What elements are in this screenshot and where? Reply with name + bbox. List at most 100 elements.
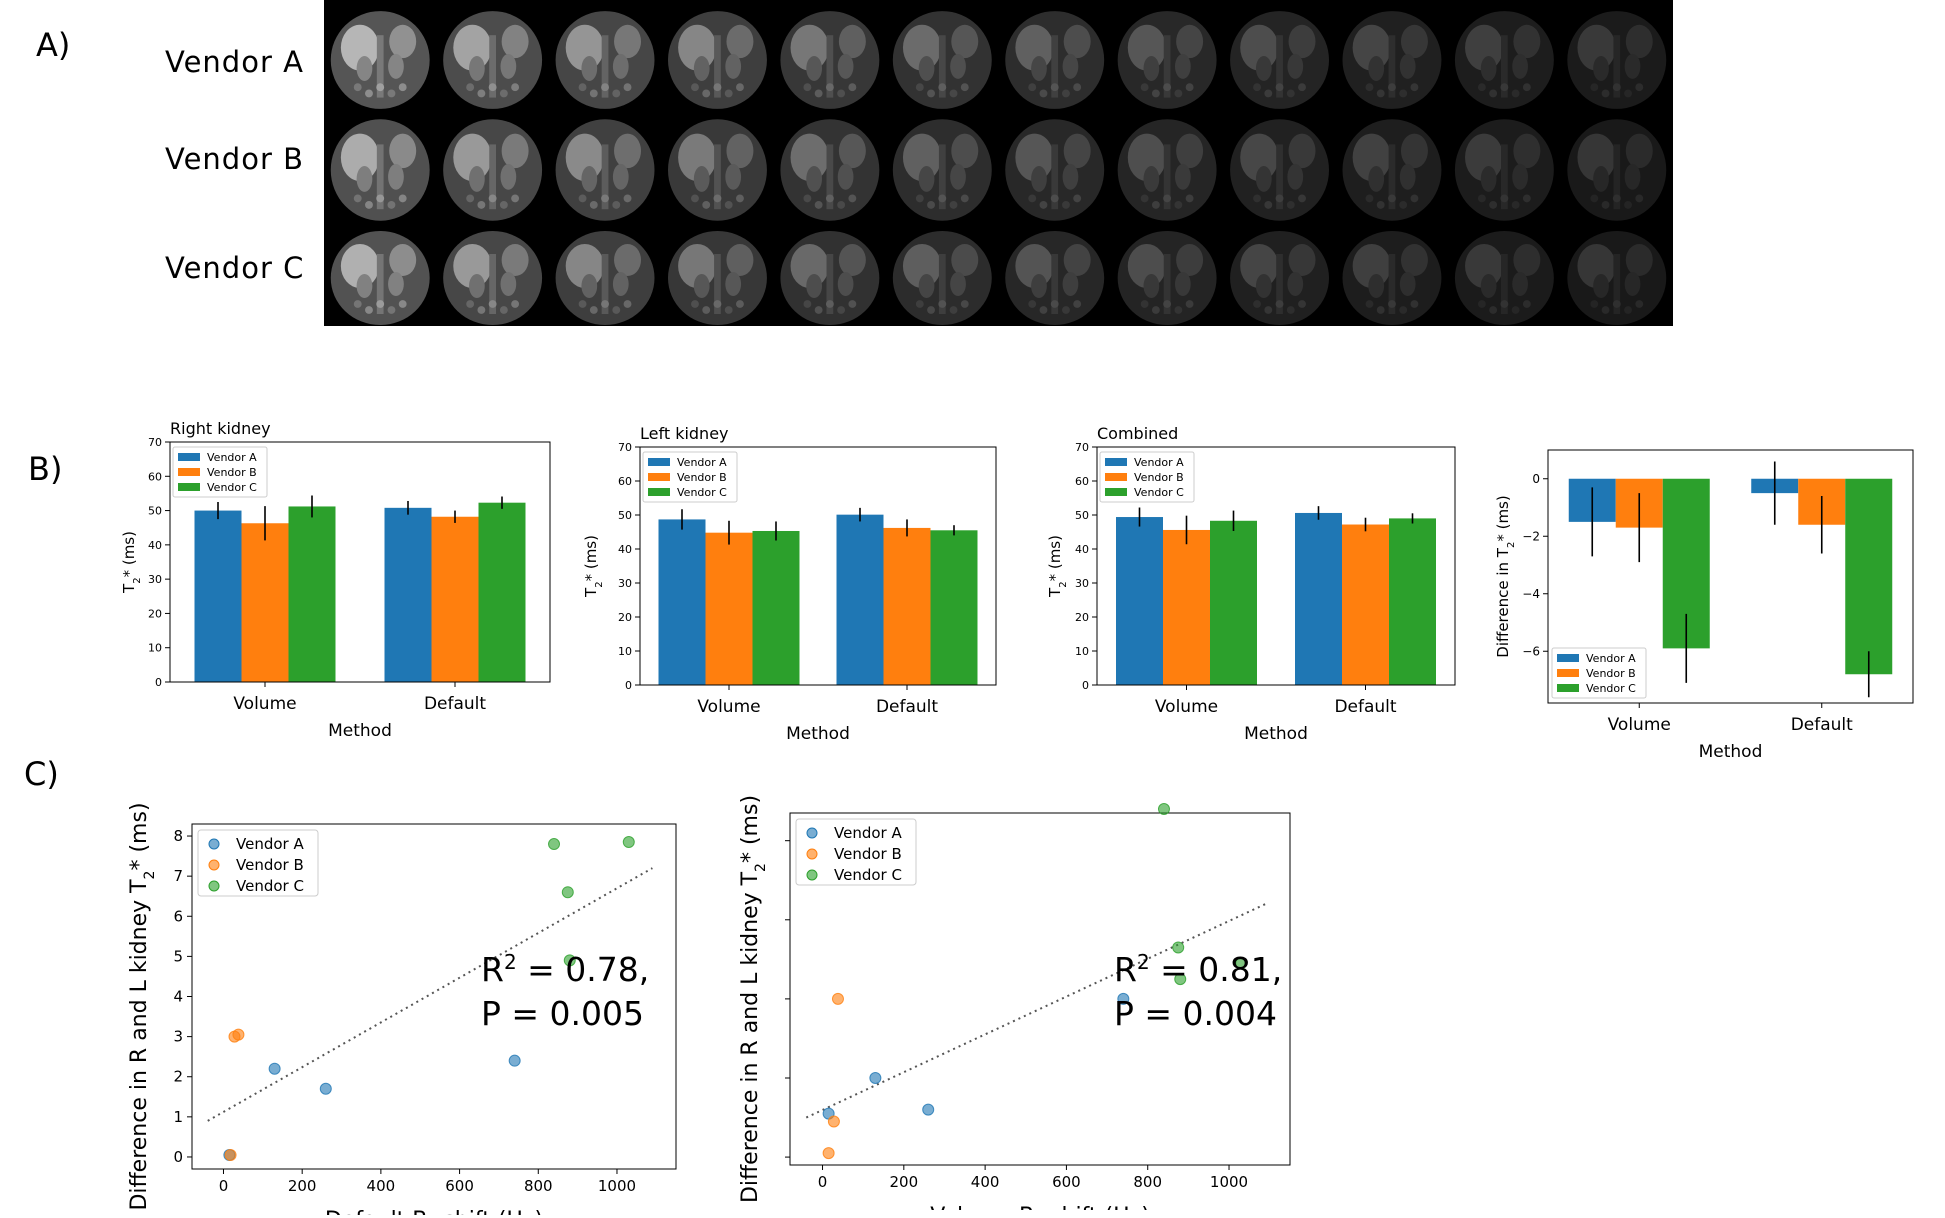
mri-spine xyxy=(1163,144,1171,210)
mri-spine xyxy=(489,254,496,314)
y-tick-label: 40 xyxy=(1075,543,1089,556)
mri-kidney xyxy=(1031,274,1047,298)
vendor-label-c: Vendor C xyxy=(165,251,305,285)
chart-volume-shift-scatter: 0 200 400 600 800 1000 Vendor A Vendor B Vendor … xyxy=(738,795,1291,1210)
mri-kidney xyxy=(1368,166,1385,192)
bar xyxy=(194,510,242,682)
legend-label: Vendor A xyxy=(1586,652,1636,665)
mri-spine xyxy=(1388,254,1396,314)
mri-kidney xyxy=(388,53,404,79)
mri-bowel xyxy=(1073,83,1082,92)
mri-spleen xyxy=(1625,133,1653,169)
legend-label: Vendor B xyxy=(834,845,902,863)
bar xyxy=(384,507,432,682)
mri-kidney xyxy=(469,274,485,298)
mri-kidney xyxy=(806,56,823,81)
legend-box xyxy=(197,829,319,897)
mri-bowel xyxy=(499,200,508,209)
legend-swatch xyxy=(178,483,200,491)
mri-bowel xyxy=(1388,300,1396,308)
scatter-point xyxy=(822,1147,835,1160)
legend-marker xyxy=(806,869,818,881)
chart-difference: 0 −2 −4 −6 Volume Default Method Difference in … xyxy=(1494,449,1914,762)
legend-label: Vendor C xyxy=(1134,486,1184,499)
mri-bowel xyxy=(1253,83,1261,92)
mri-bowel xyxy=(1511,89,1520,98)
mri-kidney xyxy=(581,274,598,298)
mri-bowel xyxy=(1298,300,1306,308)
mri-bowel xyxy=(1264,200,1273,209)
mri-bowel xyxy=(1275,300,1284,308)
legend-label: Vendor B xyxy=(207,466,257,479)
mri-bowel xyxy=(848,83,857,92)
bar xyxy=(883,527,931,685)
mri-bowel xyxy=(803,83,812,92)
y-tick-label: 30 xyxy=(1075,577,1089,590)
mri-bowel xyxy=(1522,83,1531,92)
mri-bowel xyxy=(1612,194,1621,203)
bar xyxy=(705,532,753,685)
mri-kidney xyxy=(1174,53,1191,79)
mri-bowel xyxy=(1174,200,1183,209)
mri-bowel xyxy=(1399,306,1408,314)
mri-kidney xyxy=(806,274,823,298)
mri-kidney xyxy=(1174,163,1191,190)
mri-spleen xyxy=(1063,133,1091,169)
chart-right-kidney: Right kidney 0 10 20 30 40 50 60 70 Volume Default… xyxy=(120,419,551,740)
mri-kidney xyxy=(500,272,517,296)
mri-bowel xyxy=(1275,83,1284,92)
mri-bowel xyxy=(1028,194,1037,203)
mri-spleen xyxy=(951,244,979,276)
mri-bowel xyxy=(1511,306,1520,314)
mri-bowel xyxy=(691,83,699,92)
mri-bowel xyxy=(1489,89,1498,98)
y-tick-label: 30 xyxy=(148,573,162,586)
mri-slice xyxy=(780,11,880,109)
mri-bowel xyxy=(612,306,621,314)
mri-bowel xyxy=(915,83,924,92)
mri-bowel xyxy=(949,200,958,209)
x-axis-label: Default B0 shift (Hz) xyxy=(325,1208,543,1215)
mri-bowel xyxy=(1039,89,1048,98)
legend-label: Vendor A xyxy=(677,456,727,469)
mri-bowel xyxy=(1376,89,1385,98)
stat-r2-default: = 0.78, xyxy=(516,950,650,989)
mri-bowel xyxy=(927,89,935,98)
legend-swatch xyxy=(178,453,200,461)
mri-kidney xyxy=(1512,163,1528,190)
x-tick-label: 0 xyxy=(818,1173,828,1191)
mri-bowel xyxy=(612,200,621,209)
scatter-point xyxy=(827,1115,840,1128)
mri-kidney xyxy=(837,163,854,190)
mri-bowel xyxy=(848,194,857,203)
mri-kidney xyxy=(1480,166,1497,192)
bar xyxy=(752,530,800,685)
mri-bowel xyxy=(1388,194,1396,203)
mri-bowel xyxy=(814,306,823,314)
mri-bowel xyxy=(724,200,733,209)
mri-kidney xyxy=(1031,56,1047,81)
mri-spleen xyxy=(1176,24,1204,59)
mri-spleen xyxy=(726,133,754,169)
mri-slice xyxy=(555,231,655,325)
mri-bowel xyxy=(1590,300,1599,308)
mri-bowel xyxy=(1410,83,1419,92)
mri-kidney xyxy=(693,274,710,298)
mri-spine xyxy=(1613,254,1621,314)
stat-p-volume: P = 0.004 xyxy=(1114,994,1278,1033)
mri-bowel xyxy=(488,300,497,308)
mri-bowel xyxy=(589,89,598,98)
mri-spine xyxy=(1163,35,1171,98)
mri-bowel xyxy=(1050,300,1059,308)
mri-bowel xyxy=(848,300,857,308)
mri-slice xyxy=(330,11,430,109)
mri-bowel xyxy=(960,83,969,92)
x-axis-label: Method xyxy=(328,721,392,740)
mri-bowel xyxy=(927,306,935,314)
mri-kidney xyxy=(1593,274,1609,298)
vendor-label-b: Vendor B xyxy=(165,142,304,176)
mri-slice xyxy=(1005,231,1105,325)
mri-spine xyxy=(489,144,496,210)
mri-bowel xyxy=(398,83,407,92)
mri-spleen xyxy=(838,133,866,169)
